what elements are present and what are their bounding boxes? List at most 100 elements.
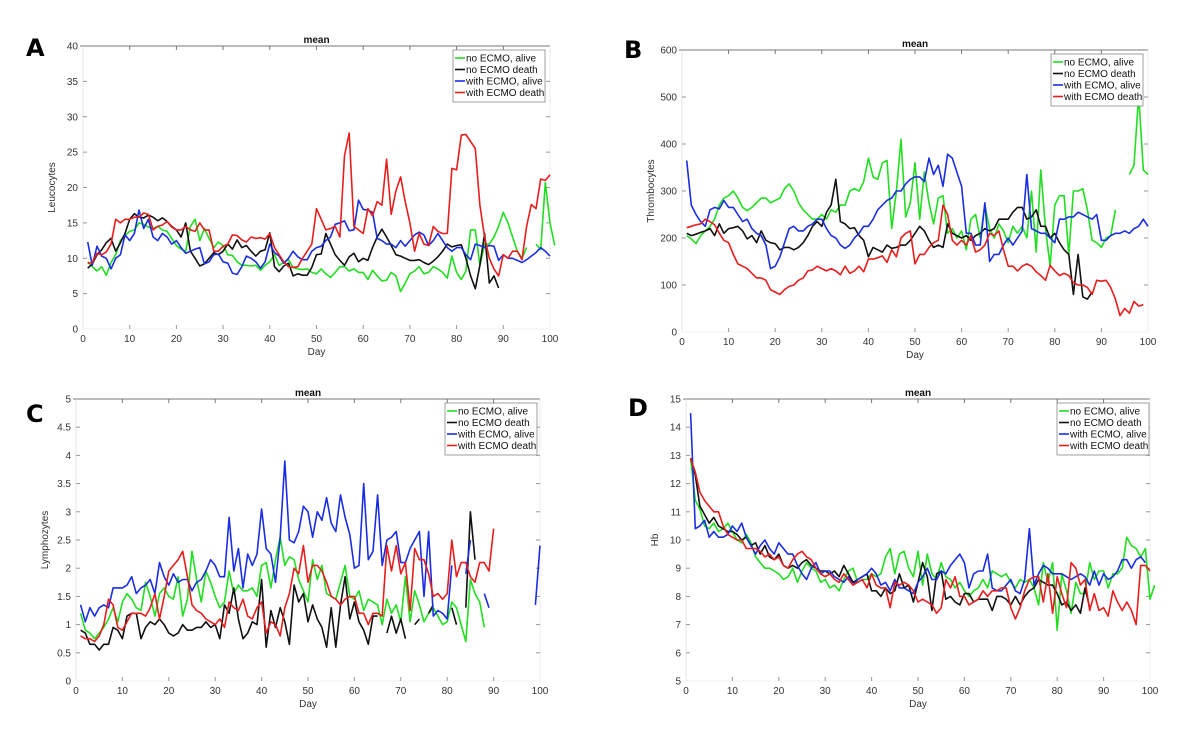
y-tick-label: 300 bbox=[660, 187, 677, 198]
series-no-ecmo-death bbox=[686, 178, 1093, 300]
legend-entry: no ECMO, alive bbox=[1064, 58, 1134, 69]
y-tick-label: 3.5 bbox=[57, 479, 71, 490]
series-no-ecmo-death bbox=[80, 510, 476, 651]
y-axis-label: Thrombocytes bbox=[646, 159, 657, 222]
x-tick-label: 70 bbox=[1003, 337, 1015, 348]
legend-box bbox=[1050, 53, 1144, 107]
x-tick-label: 20 bbox=[171, 334, 183, 345]
series-with-ecmo-alive bbox=[79, 460, 541, 623]
x-tick-label: 30 bbox=[816, 337, 828, 348]
y-tick-label: 10 bbox=[67, 254, 79, 265]
series-with-ecmo-death bbox=[87, 132, 551, 277]
y-tick-label: 20 bbox=[67, 183, 79, 194]
x-tick-label: 80 bbox=[451, 334, 463, 345]
series-with-ecmo-death bbox=[686, 204, 1144, 317]
legend-entry: with ECMO, alive bbox=[1063, 81, 1141, 92]
series-line bbox=[1128, 93, 1149, 176]
y-tick-label: 13 bbox=[670, 451, 682, 462]
panel-letter: B bbox=[624, 36, 642, 64]
y-tick-label: 100 bbox=[660, 281, 677, 292]
series-line bbox=[686, 178, 1093, 300]
series-with-ecmo-alive bbox=[685, 153, 1149, 270]
y-tick-label: 4.5 bbox=[57, 423, 71, 434]
x-tick-label: 30 bbox=[820, 686, 832, 697]
y-tick-label: 0 bbox=[72, 325, 78, 336]
y-tick-label: 3 bbox=[65, 507, 71, 518]
x-tick-label: 100 bbox=[1140, 337, 1157, 348]
series-line bbox=[87, 211, 528, 293]
series-line bbox=[483, 593, 490, 608]
y-axis-label: Hb bbox=[650, 533, 661, 546]
y-axis-label: Leucocytes bbox=[47, 162, 58, 213]
series-no-ecmo-alive bbox=[689, 458, 1156, 632]
y-tick-label: 14 bbox=[670, 423, 682, 434]
legend-box bbox=[444, 402, 538, 456]
legend-entry: no ECMO, alive bbox=[458, 407, 528, 418]
y-tick-label: 25 bbox=[67, 148, 79, 159]
x-tick-label: 90 bbox=[488, 686, 500, 697]
legend-entry: with ECMO death bbox=[465, 88, 544, 99]
legend-entry: no ECMO death bbox=[458, 418, 530, 429]
series-with-ecmo-death bbox=[689, 457, 1151, 626]
y-tick-label: 15 bbox=[67, 218, 79, 229]
series-line bbox=[465, 510, 476, 608]
y-tick-label: 500 bbox=[660, 93, 677, 104]
legend-entry: with ECMO, alive bbox=[457, 430, 535, 441]
legend-entry: no ECMO, alive bbox=[1070, 407, 1140, 418]
x-tick-label: 10 bbox=[723, 337, 735, 348]
series-line bbox=[386, 615, 407, 639]
x-tick-label: 40 bbox=[264, 334, 276, 345]
legend-entry: with ECMO, alive bbox=[465, 77, 543, 88]
x-tick-label: 30 bbox=[210, 686, 222, 697]
x-tick-label: 20 bbox=[163, 686, 175, 697]
x-tick-label: 40 bbox=[866, 686, 878, 697]
series-line bbox=[689, 457, 1151, 626]
series-line bbox=[535, 181, 556, 251]
x-tick-label: 40 bbox=[863, 337, 875, 348]
x-tick-label: 100 bbox=[542, 334, 559, 345]
y-tick-label: 2.5 bbox=[57, 536, 71, 547]
x-tick-label: 80 bbox=[1052, 686, 1064, 697]
series-line bbox=[465, 539, 472, 574]
x-tick-label: 50 bbox=[302, 686, 314, 697]
x-tick-label: 70 bbox=[395, 686, 407, 697]
y-tick-label: 40 bbox=[67, 42, 79, 53]
legend-entry: with ECMO death bbox=[1069, 441, 1148, 452]
series-line bbox=[686, 138, 1117, 268]
series-line bbox=[87, 132, 551, 277]
x-tick-label: 90 bbox=[1096, 337, 1108, 348]
series-line bbox=[685, 153, 1149, 270]
y-tick-label: 35 bbox=[67, 77, 79, 88]
x-tick-label: 10 bbox=[117, 686, 129, 697]
plot-title: mean bbox=[905, 388, 931, 399]
y-tick-label: 7 bbox=[675, 620, 681, 631]
y-tick-label: 12 bbox=[670, 479, 682, 490]
panel-letter: C bbox=[26, 400, 44, 428]
panel-c: C 0 10 20 30 40 50 60 70 80 90 100 0 0.5 1 1.5 2 2.5 3 3.5… bbox=[26, 388, 549, 710]
x-tick-label: 50 bbox=[909, 337, 921, 348]
series-line bbox=[689, 458, 1156, 632]
y-tick-label: 0 bbox=[671, 328, 677, 339]
x-tick-label: 0 bbox=[683, 686, 689, 697]
x-tick-label: 90 bbox=[1098, 686, 1110, 697]
x-axis-label: Day bbox=[909, 699, 927, 710]
panel-letter: D bbox=[628, 394, 648, 422]
x-tick-label: 100 bbox=[1142, 686, 1159, 697]
panel-d: D 0 10 20 30 40 50 60 70 80 90 100 5 6 7 8 9 10 11 12 13 14 1… bbox=[628, 388, 1159, 710]
x-tick-label: 60 bbox=[959, 686, 971, 697]
x-tick-label: 80 bbox=[442, 686, 454, 697]
series-line bbox=[534, 545, 541, 605]
series-no-ecmo-alive bbox=[87, 181, 556, 293]
plot-title: mean bbox=[303, 35, 329, 46]
series-with-ecmo-alive bbox=[86, 199, 551, 276]
x-tick-label: 80 bbox=[1049, 337, 1061, 348]
series-line bbox=[79, 536, 486, 643]
legend-entry: no ECMO death bbox=[466, 65, 538, 76]
series-line bbox=[414, 618, 421, 626]
x-tick-label: 0 bbox=[80, 334, 86, 345]
x-tick-label: 0 bbox=[73, 686, 79, 697]
y-tick-label: 1.5 bbox=[57, 592, 71, 603]
